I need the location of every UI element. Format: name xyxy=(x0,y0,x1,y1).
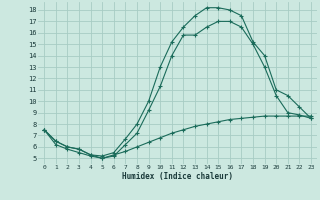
X-axis label: Humidex (Indice chaleur): Humidex (Indice chaleur) xyxy=(122,172,233,181)
